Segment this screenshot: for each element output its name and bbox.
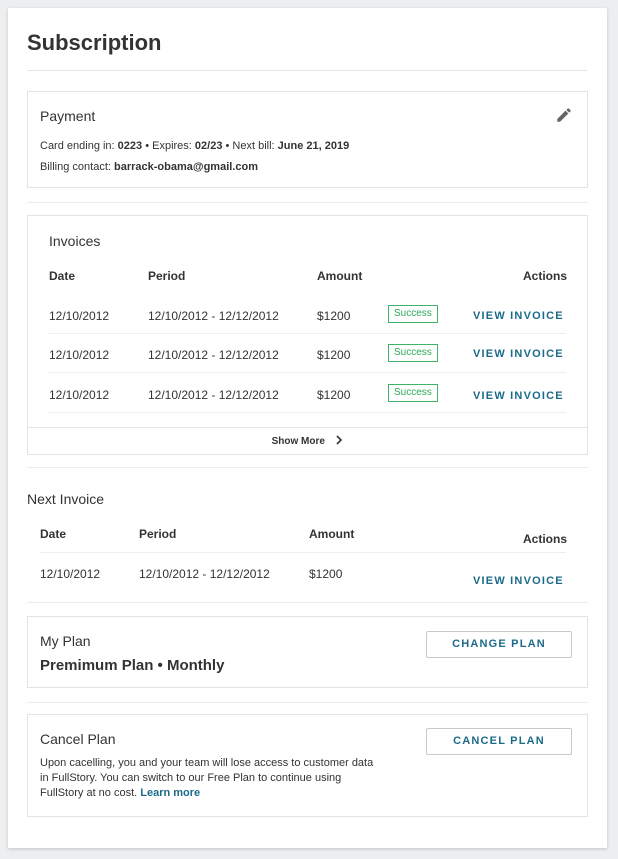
column-date: Date: [40, 527, 67, 541]
next-bill-date: June 21, 2019: [277, 140, 350, 152]
row-divider: [40, 552, 566, 553]
cancel-plan-heading: Cancel Plan: [40, 731, 116, 747]
column-period: Period: [139, 527, 177, 541]
status-badge: Success: [388, 384, 438, 402]
page-title: Subscription: [27, 30, 162, 55]
column-amount: Amount: [317, 269, 363, 283]
invoices-heading: Invoices: [49, 233, 101, 249]
section-divider: [27, 467, 588, 468]
learn-more-link[interactable]: Learn more: [140, 787, 201, 799]
status-badge: Success: [388, 305, 438, 323]
title-divider: [27, 70, 587, 71]
row-divider: [49, 372, 566, 373]
view-invoice-link[interactable]: VIEW INVOICE: [473, 390, 564, 402]
card-last4: 0223: [117, 140, 143, 152]
payment-panel: Payment Card ending in: 0223 • Expires: …: [27, 91, 588, 188]
next-invoice-amount: $1200: [309, 567, 343, 581]
invoice-date: 12/10/2012: [49, 348, 110, 362]
column-amount: Amount: [309, 527, 355, 541]
section-divider: [27, 202, 588, 203]
cancel-plan-panel: Cancel Plan Upon cacelling, you and your…: [27, 714, 588, 817]
show-more-button[interactable]: Show More: [28, 427, 587, 456]
payment-heading: Payment: [40, 108, 96, 124]
row-divider: [49, 333, 566, 334]
my-plan-heading: My Plan: [40, 633, 91, 649]
row-divider: [49, 412, 566, 413]
invoices-panel: Invoices Date Period Amount Actions 12/1…: [27, 215, 588, 455]
pencil-icon[interactable]: [555, 106, 573, 124]
invoice-date: 12/10/2012: [49, 388, 110, 402]
change-plan-button[interactable]: CHANGE PLAN: [426, 631, 572, 658]
next-invoice-date: 12/10/2012: [40, 567, 101, 581]
my-plan-panel: My Plan Premimum Plan • Monthly CHANGE P…: [27, 616, 588, 688]
billing-contact: Billing contact: barrack-obama@gmail.com: [40, 161, 258, 173]
view-invoice-link[interactable]: VIEW INVOICE: [473, 575, 564, 587]
invoice-date: 12/10/2012: [49, 309, 110, 323]
next-bill-label: • Next bill:: [222, 140, 278, 152]
chevron-right-icon: [336, 435, 343, 445]
show-more-label: Show More: [271, 436, 325, 447]
column-date: Date: [49, 269, 76, 283]
expires-label: • Expires:: [142, 140, 195, 152]
invoice-amount: $1200: [317, 348, 351, 362]
cancel-plan-description: Upon cacelling, you and your team will l…: [40, 756, 380, 801]
invoice-period: 12/10/2012 - 12/12/2012: [148, 388, 279, 402]
section-divider: [27, 702, 588, 703]
status-badge: Success: [388, 344, 438, 362]
column-actions: Actions: [523, 269, 568, 283]
invoice-amount: $1200: [317, 388, 351, 402]
view-invoice-link[interactable]: VIEW INVOICE: [473, 348, 564, 360]
cancel-plan-button[interactable]: CANCEL PLAN: [426, 728, 572, 755]
section-divider: [27, 602, 588, 603]
next-invoice-heading: Next Invoice: [27, 491, 105, 507]
column-actions: Actions: [523, 532, 568, 546]
billing-label: Billing contact:: [40, 161, 114, 173]
invoice-period: 12/10/2012 - 12/12/2012: [148, 348, 279, 362]
invoice-amount: $1200: [317, 309, 351, 323]
billing-email: barrack-obama@gmail.com: [113, 161, 258, 173]
next-invoice-period: 12/10/2012 - 12/12/2012: [139, 567, 270, 581]
invoice-period: 12/10/2012 - 12/12/2012: [148, 309, 279, 323]
view-invoice-link[interactable]: VIEW INVOICE: [473, 310, 564, 322]
card-label: Card ending in:: [40, 140, 118, 152]
cancel-plan-text: Upon cacelling, you and your team will l…: [40, 757, 374, 799]
subscription-card: Subscription Payment Card ending in: 022…: [8, 8, 607, 848]
plan-name: Premimum Plan • Monthly: [40, 657, 225, 674]
card-details: Card ending in: 0223 • Expires: 02/23 • …: [40, 140, 349, 152]
column-period: Period: [148, 269, 186, 283]
card-expiry: 02/23: [194, 140, 223, 152]
